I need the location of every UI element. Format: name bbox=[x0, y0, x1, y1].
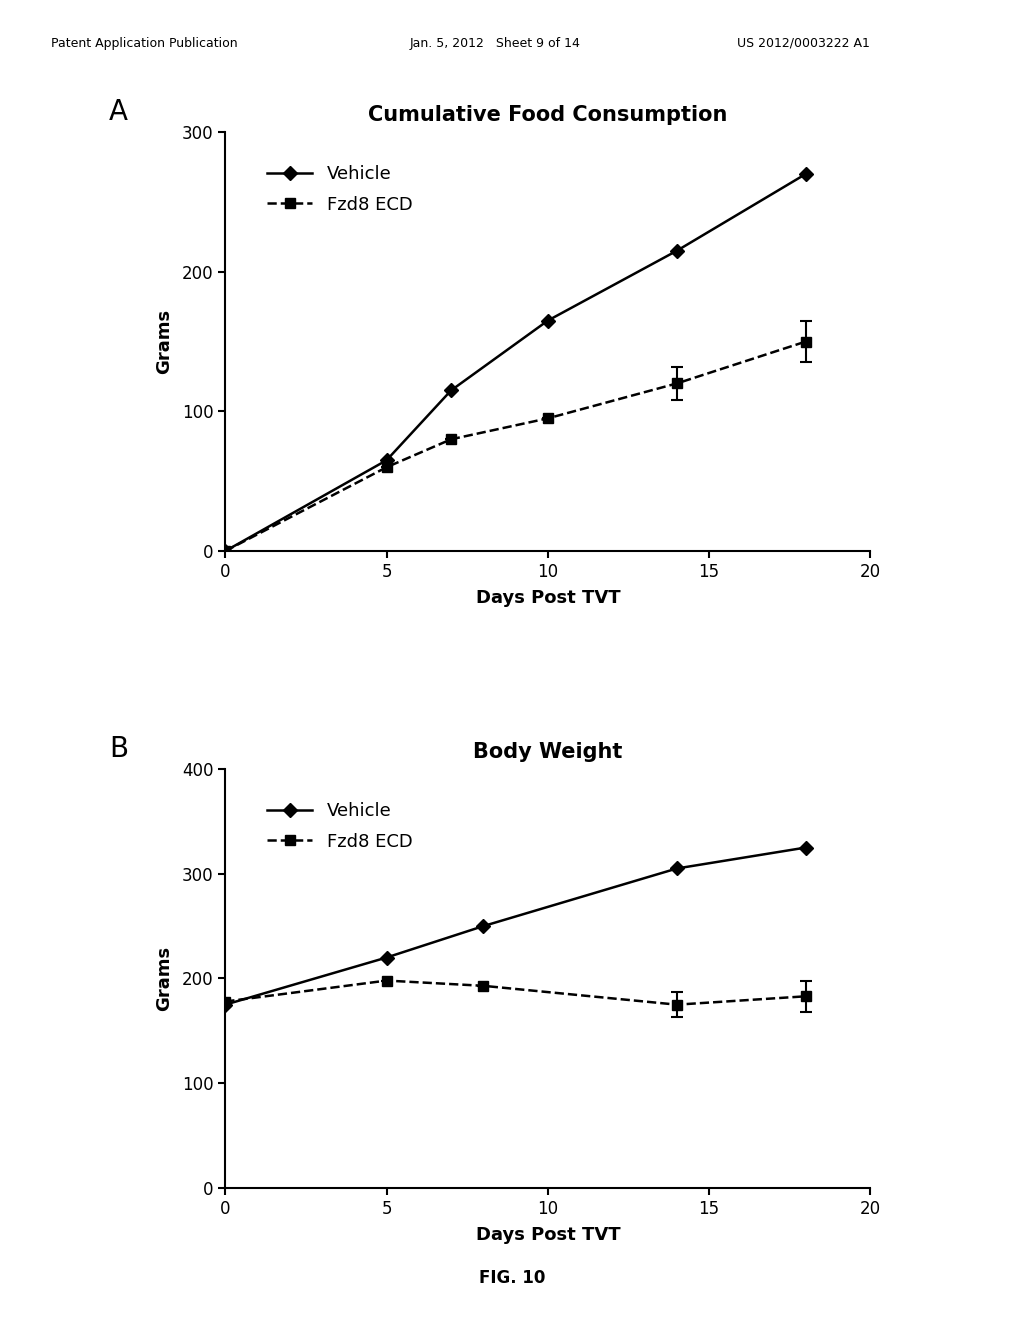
Text: Jan. 5, 2012   Sheet 9 of 14: Jan. 5, 2012 Sheet 9 of 14 bbox=[410, 37, 581, 50]
X-axis label: Days Post TVT: Days Post TVT bbox=[475, 1226, 621, 1245]
Legend: Vehicle, Fzd8 ECD: Vehicle, Fzd8 ECD bbox=[260, 795, 420, 858]
Title: Cumulative Food Consumption: Cumulative Food Consumption bbox=[369, 104, 727, 125]
Text: B: B bbox=[110, 735, 128, 763]
Text: US 2012/0003222 A1: US 2012/0003222 A1 bbox=[737, 37, 870, 50]
Y-axis label: Grams: Grams bbox=[156, 946, 173, 1011]
Legend: Vehicle, Fzd8 ECD: Vehicle, Fzd8 ECD bbox=[260, 158, 420, 220]
Text: FIG. 10: FIG. 10 bbox=[479, 1269, 545, 1287]
Y-axis label: Grams: Grams bbox=[156, 309, 173, 374]
Text: A: A bbox=[110, 99, 128, 127]
X-axis label: Days Post TVT: Days Post TVT bbox=[475, 589, 621, 607]
Text: Patent Application Publication: Patent Application Publication bbox=[51, 37, 238, 50]
Title: Body Weight: Body Weight bbox=[473, 742, 623, 762]
